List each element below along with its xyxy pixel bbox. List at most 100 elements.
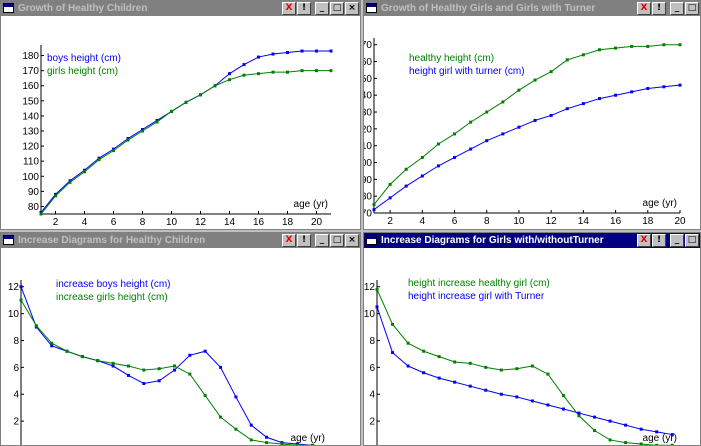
maximize-button[interactable]: □ [330,234,344,247]
data-point [581,53,585,57]
data-point [219,365,223,369]
data-point [213,84,217,88]
data-point [517,88,521,92]
x-tick-label: 16 [253,217,265,228]
data-point [173,364,176,368]
data-point [286,70,289,74]
pin-icon[interactable]: ! [652,234,666,247]
data-point [295,443,299,445]
data-point [372,208,376,212]
data-point [614,46,618,50]
close-icon[interactable]: X [282,234,296,247]
data-point [228,78,231,82]
data-point [83,168,86,172]
data-point [257,72,260,76]
y-tick-label: 90 [28,187,40,198]
data-point [565,107,569,111]
data-point [257,55,260,59]
window-menu-icon[interactable] [366,235,377,245]
window-menu-icon[interactable] [3,235,14,245]
legend-entry: increase boys height (cm) [56,279,171,290]
title-bar[interactable]: Increase Diagrams for Girls with/without… [364,233,700,248]
data-point [39,210,43,214]
data-point [608,438,612,442]
data-point [188,372,192,376]
data-point [375,287,379,291]
minimize-button[interactable]: _ [670,2,684,15]
y-tick-label: 180 [22,51,39,62]
series-line [20,299,313,445]
series-line [40,70,331,215]
data-point [111,361,115,365]
title-bar[interactable]: Growth of Healthy Children X ! _ □ × [1,1,360,16]
y-tick-label: 70 [364,209,372,220]
close-icon[interactable]: X [637,234,651,247]
window-increase-healthy-children: Increase Diagrams for Healthy Children X… [0,232,361,446]
data-point [54,194,57,198]
data-point [437,376,441,380]
data-point [593,415,597,419]
minimize-button[interactable]: _ [315,2,329,15]
data-point [468,384,472,388]
maximize-button[interactable]: □ [685,234,699,247]
x-tick-label: 14 [224,217,236,228]
data-point [265,441,269,445]
data-point [68,180,72,184]
series-line [20,286,313,445]
data-point [422,371,426,375]
data-point [54,192,57,196]
minimize-button[interactable]: _ [315,234,329,247]
close-button[interactable]: × [345,234,359,247]
y-tick-label: 4 [13,390,19,401]
data-point [141,129,144,133]
data-point [670,433,674,437]
data-point [234,395,238,399]
pin-icon[interactable]: ! [297,234,311,247]
x-axis-label: age (yr) [643,433,677,444]
data-point [533,78,537,82]
data-point [271,70,275,74]
data-point [662,43,666,47]
data-point [126,364,130,368]
data-point [484,388,488,392]
data-point [561,407,565,411]
x-axis-label: age (yr) [291,433,325,444]
window-increase-girls-turner: Increase Diagrams for Girls with/without… [363,232,701,446]
data-point [515,367,519,371]
pin-icon[interactable]: ! [652,2,666,15]
data-point [228,72,231,76]
y-tick-label: 140 [364,91,372,102]
minimize-button[interactable]: _ [670,234,684,247]
title-bar[interactable]: Growth of Healthy Girls and Girls with T… [364,1,700,16]
window-menu-icon[interactable] [366,3,377,13]
close-button[interactable]: × [345,2,359,15]
x-tick-label: 20 [311,217,323,228]
data-point [484,365,488,369]
pin-icon[interactable]: ! [297,2,311,15]
data-point [83,170,86,174]
data-point [453,360,457,364]
chart-increase-turner: 246810122468101214161820age (yr)height i… [364,278,677,445]
data-point [286,51,289,55]
y-tick-label: 120 [364,124,372,135]
title-bar[interactable]: Increase Diagrams for Healthy Children X… [1,233,360,248]
close-icon[interactable]: X [637,2,651,15]
data-point [249,438,253,442]
data-point [50,344,54,348]
window-menu-icon[interactable] [3,3,14,13]
y-tick-label: 2 [369,417,375,428]
legend-entry: girls height (cm) [47,66,118,77]
y-tick-label: 120 [22,142,39,153]
data-point [630,44,634,48]
legend-entry: height increase girl with Turner [408,291,545,302]
data-point [271,52,275,56]
data-point [469,120,473,124]
data-point [436,142,440,146]
x-tick-label: 10 [513,216,525,227]
maximize-button[interactable]: □ [330,2,344,15]
close-icon[interactable]: X [282,2,296,15]
data-point [453,380,457,384]
maximize-button[interactable]: □ [685,2,699,15]
data-point [311,443,315,445]
data-point [126,137,130,141]
